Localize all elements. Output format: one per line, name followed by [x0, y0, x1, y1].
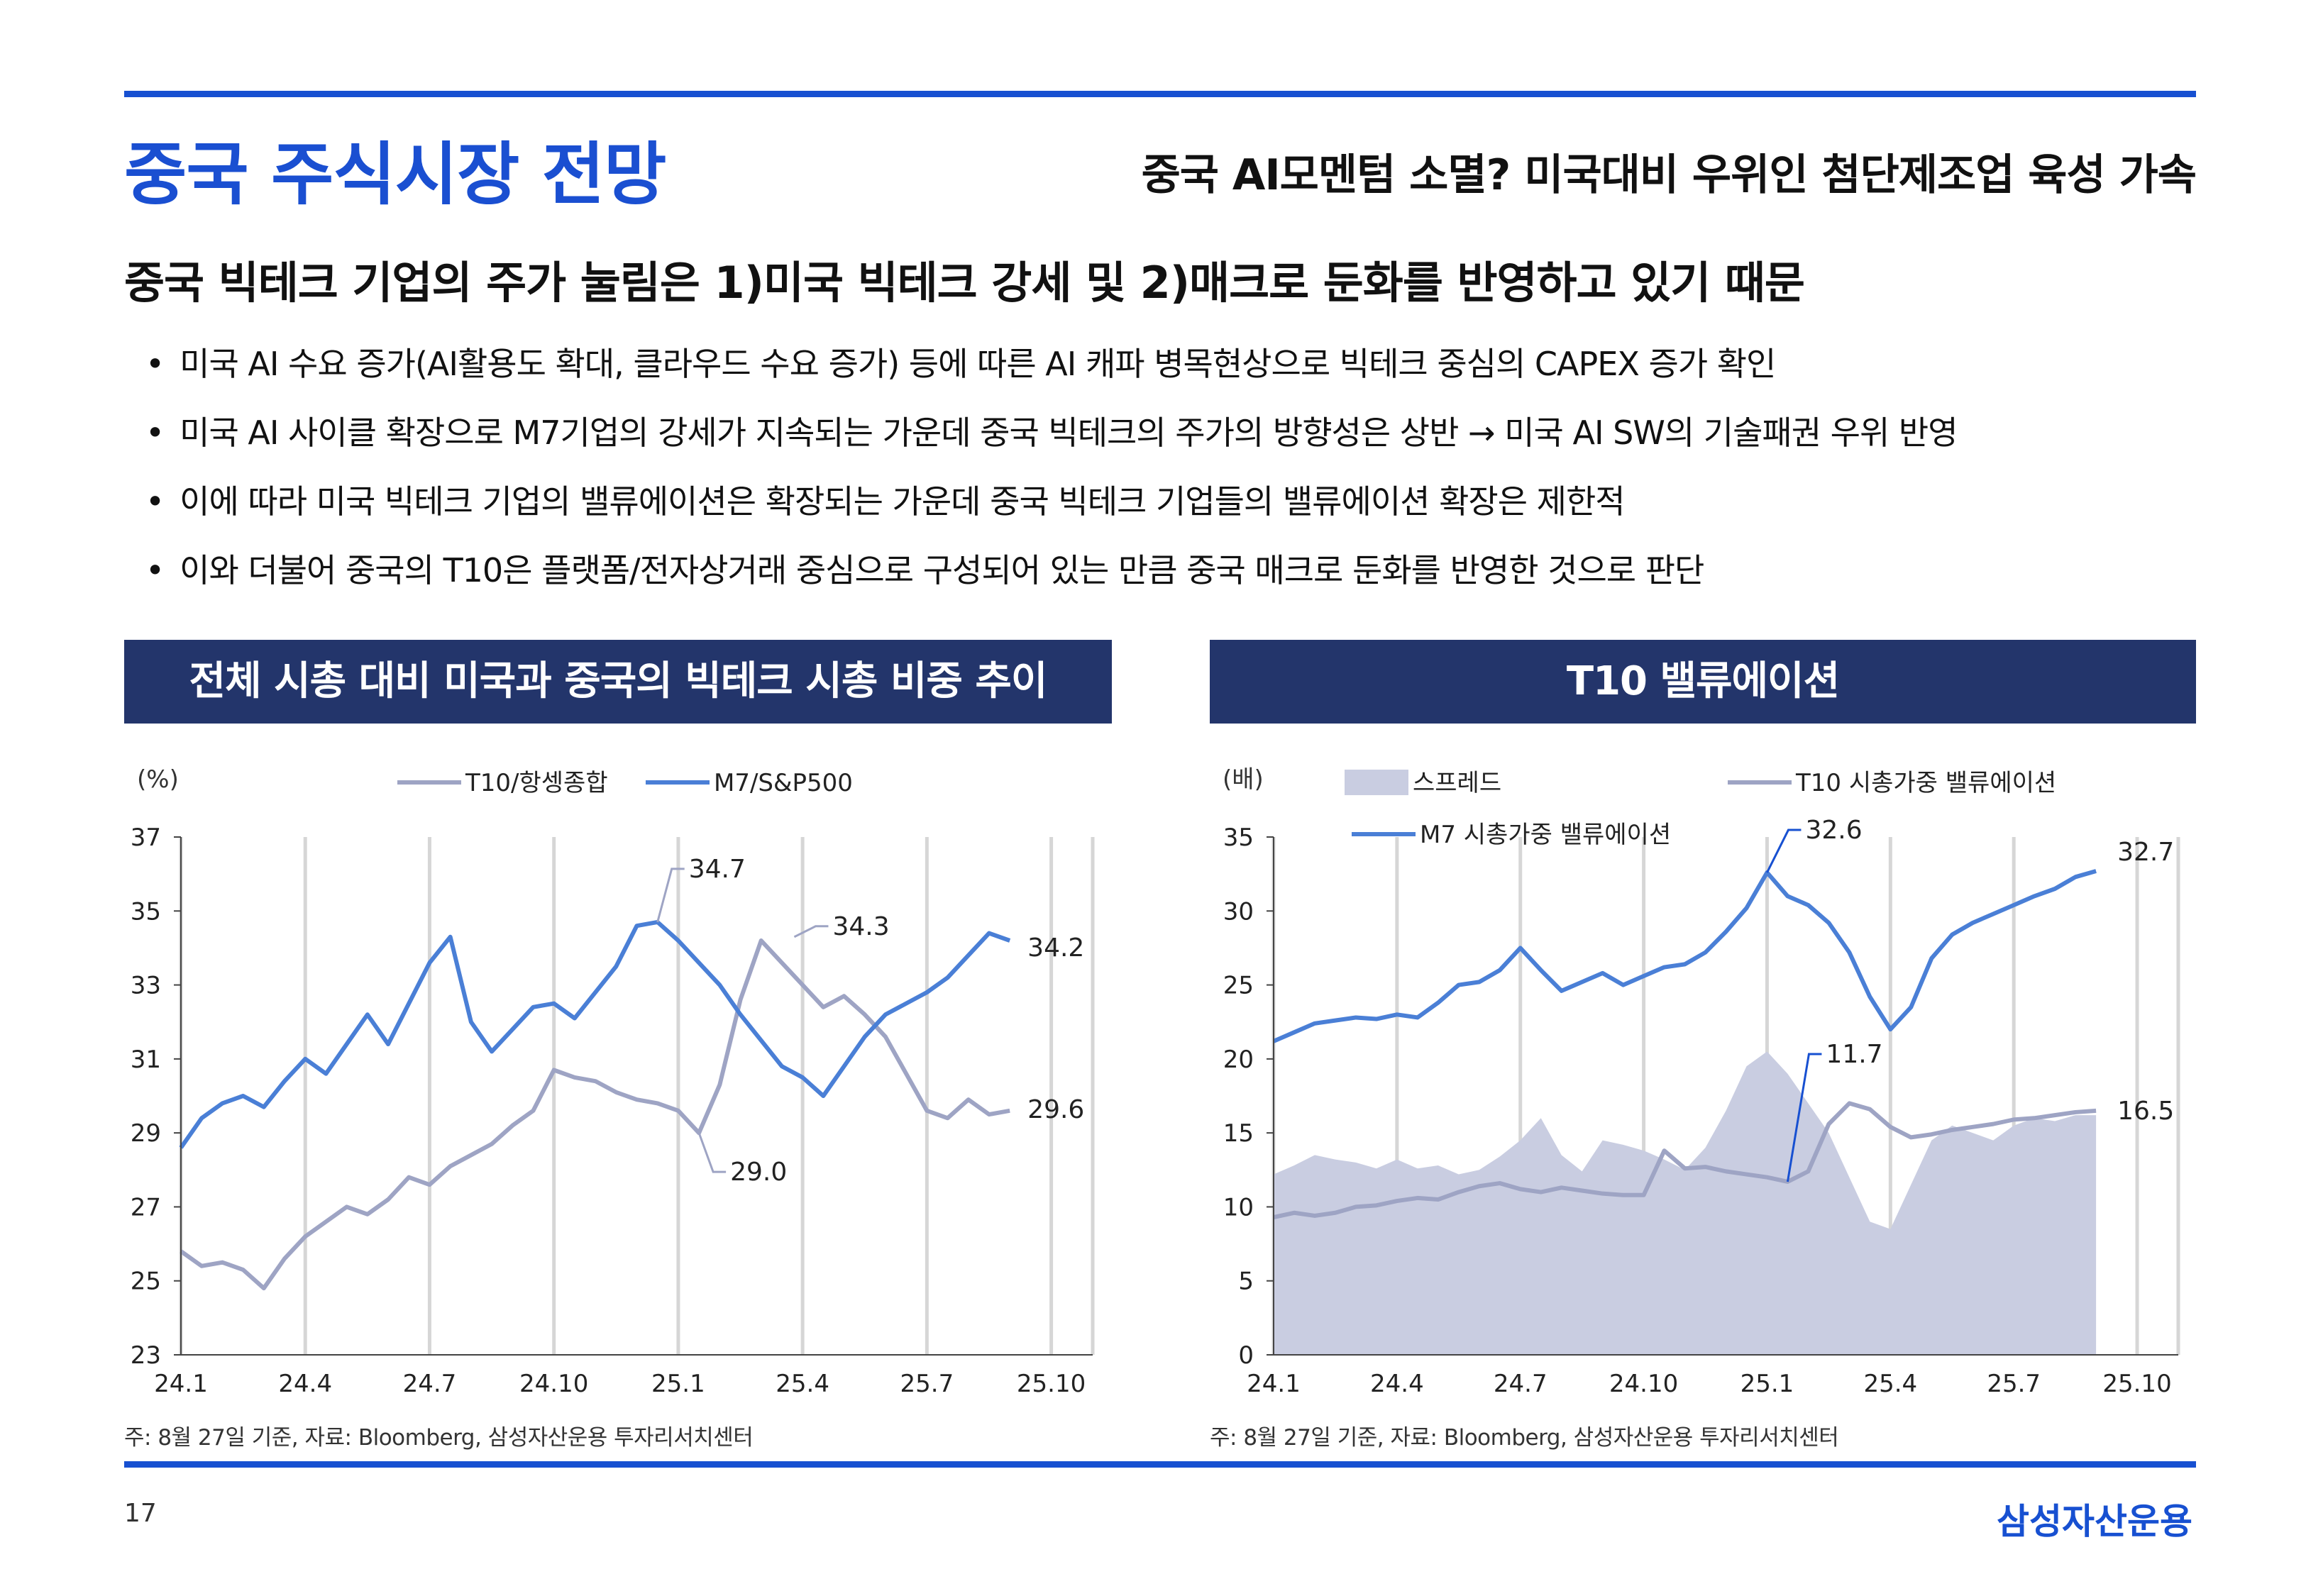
y-tick-label: 37 [131, 824, 161, 852]
x-tick-label: 24.10 [519, 1370, 588, 1398]
y-tick-label: 10 [1223, 1193, 1254, 1221]
y-unit-label: (%) [137, 765, 179, 794]
series-line-t10 [180, 938, 1010, 1291]
x-tick-label: 25.10 [2102, 1370, 2171, 1398]
data-label: 32.7 [2117, 838, 2174, 867]
page-subtitle: 중국 AI모멘텀 소멸? 미국대비 우위인 첨단제조업 육성 가속 [1141, 150, 2197, 200]
left-chart-note: 주: 8월 27일 기준, 자료: Bloomberg, 삼성자산운용 투자리서… [124, 1425, 754, 1451]
y-tick-label: 25 [131, 1268, 161, 1296]
annotation-leader [656, 868, 685, 923]
y-unit-label: (배) [1223, 765, 1264, 794]
right-chart-note: 주: 8월 27일 기준, 자료: Bloomberg, 삼성자산운용 투자리서… [1210, 1425, 1839, 1451]
legend-swatch-area [1345, 770, 1408, 795]
x-tick-label: 25.1 [1740, 1370, 1794, 1398]
left-chart: (%) 24.1 24.4 24.7 24.10 25.1 25.4 25.7 25.10 23 2… [131, 765, 1095, 1398]
series-line-m7 [1272, 869, 2097, 1043]
x-tick-label: 24.7 [1494, 1370, 1548, 1398]
legend-label: M7 시총가중 밸류에이션 [1420, 821, 1671, 849]
y-tick-label: 23 [131, 1341, 161, 1370]
y-tick-label: 35 [1223, 824, 1254, 852]
right-chart: (배) 24.1 24.4 24.7 24.10 25.1 25.4 25.7 25.10 0 5 1… [1223, 765, 2180, 1398]
legend-label: M7/S&P500 [714, 769, 853, 797]
data-label: 34.2 [1027, 933, 1084, 963]
brand-logo: 삼성자산운용 [1997, 1501, 2192, 1542]
annotation-leader [1766, 829, 1802, 873]
left-chart-header: 전체 시총 대비 미국과 중국의 빅테크 시총 비중 추이 [124, 640, 1112, 724]
series-line-t10 [1273, 1101, 2097, 1219]
y-tick-label: 33 [131, 972, 161, 1000]
bullet-item: 이와 더불어 중국의 T10은 플랫폼/전자상거래 중심으로 구성되어 있는 만… [145, 536, 1958, 605]
series-line-m7 [179, 919, 1011, 1149]
y-tick-label: 0 [1238, 1341, 1254, 1370]
annotation-leader [1786, 1053, 1822, 1182]
annotation-leader [793, 925, 829, 938]
bullet-item: 미국 AI 사이클 확장으로 M7기업의 강세가 지속되는 가운데 중국 빅테크… [145, 399, 1958, 467]
x-tick-label: 25.4 [776, 1370, 829, 1398]
headline: 중국 빅테크 기업의 주가 눌림은 1)미국 빅테크 강세 및 2)매크로 둔화… [124, 257, 1805, 309]
y-tick-label: 15 [1223, 1119, 1254, 1148]
x-tick-label: 24.4 [1370, 1370, 1424, 1398]
y-tick-label: 31 [131, 1046, 161, 1074]
data-label: 29.6 [1027, 1095, 1084, 1124]
page-title: 중국 주식시장 전망 [124, 135, 666, 214]
y-tick-label: 27 [131, 1193, 161, 1221]
data-label: 34.7 [689, 855, 746, 884]
x-tick-label: 25.1 [651, 1370, 705, 1398]
data-label: 16.5 [2117, 1097, 2174, 1126]
x-tick-label: 25.10 [1017, 1370, 1086, 1398]
annotation-leader [697, 1132, 727, 1173]
data-label: 32.6 [1805, 816, 1862, 845]
data-label: 11.7 [1826, 1040, 1882, 1069]
series-area-spread [1274, 1051, 2097, 1355]
x-tick-label: 24.1 [154, 1370, 208, 1398]
y-tick-label: 5 [1238, 1268, 1254, 1296]
x-tick-label: 25.4 [1863, 1370, 1917, 1398]
bullet-item: 이에 따라 미국 빅테크 기업의 밸류에이션은 확장되는 가운데 중국 빅테크 … [145, 467, 1958, 536]
x-tick-label: 24.1 [1247, 1370, 1301, 1398]
top-rule [124, 91, 2196, 97]
x-tick-label: 24.10 [1609, 1370, 1678, 1398]
x-tick-label: 25.7 [900, 1370, 954, 1398]
legend-label: T10 시총가중 밸류에이션 [1795, 769, 2056, 797]
bullet-item: 미국 AI 수요 증가(AI활용도 확대, 클라우드 수요 증가) 등에 따른 … [145, 330, 1958, 399]
legend-label: T10/항셍종합 [465, 769, 608, 797]
y-tick-label: 25 [1223, 972, 1254, 1000]
x-tick-label: 24.4 [278, 1370, 332, 1398]
y-tick-label: 30 [1223, 897, 1254, 926]
x-tick-label: 24.7 [403, 1370, 457, 1398]
bottom-rule [124, 1461, 2196, 1468]
page-number: 17 [124, 1499, 157, 1528]
y-tick-label: 35 [131, 897, 161, 926]
x-tick-label: 25.7 [1987, 1370, 2041, 1398]
data-label: 29.0 [730, 1158, 787, 1187]
y-tick-label: 29 [131, 1119, 161, 1148]
data-label: 34.3 [832, 912, 889, 941]
y-tick-label: 20 [1223, 1046, 1254, 1074]
bullet-list: 미국 AI 수요 증가(AI활용도 확대, 클라우드 수요 증가) 등에 따른 … [145, 330, 1958, 605]
legend-label: 스프레드 [1413, 769, 1501, 797]
right-chart-header: T10 밸류에이션 [1210, 640, 2196, 724]
